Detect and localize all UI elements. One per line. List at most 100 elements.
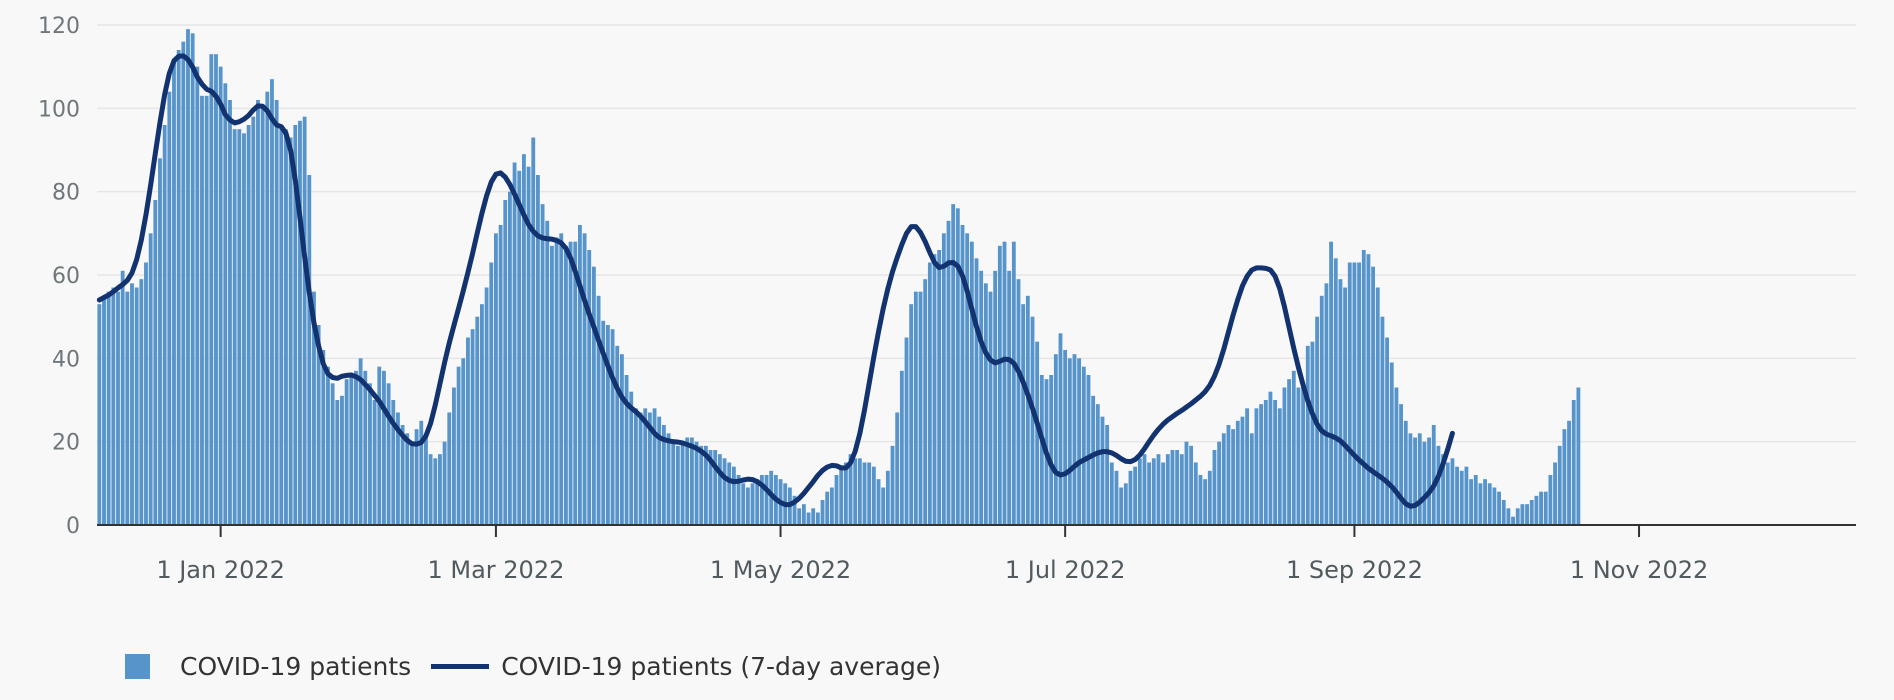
bar-289: [1445, 462, 1450, 525]
y-tick-label-40: 40: [52, 347, 80, 372]
bar-270: [1357, 262, 1362, 525]
bar-91: [522, 154, 526, 526]
bar-92: [526, 166, 531, 526]
bar-133: [717, 454, 722, 525]
bar-42: [293, 125, 298, 525]
bar-153: [811, 508, 816, 525]
bar-58: [368, 383, 372, 525]
bar-35: [260, 108, 265, 525]
bar-256: [1291, 370, 1296, 525]
bar-232: [1179, 454, 1184, 525]
bar-174: [909, 304, 914, 525]
bar-109: [605, 325, 610, 525]
bar-7: [130, 283, 134, 525]
bar-1: [102, 295, 106, 525]
bar-20: [190, 33, 195, 525]
bar-93: [531, 137, 536, 525]
bar-73: [438, 454, 442, 525]
bar-220: [1123, 483, 1128, 525]
bar-239: [1212, 450, 1217, 525]
bar-284: [1422, 441, 1427, 525]
bar-88: [508, 191, 512, 526]
bar-185: [960, 225, 965, 525]
bar-5: [120, 270, 125, 525]
legend-item-patients: COVID-19 patients: [125, 652, 411, 681]
bar-121: [661, 425, 666, 525]
bar-294: [1469, 479, 1473, 525]
y-tick-label-0: 0: [66, 514, 80, 539]
bar-95: [540, 204, 545, 526]
bar-178: [927, 262, 932, 525]
bar-230: [1170, 450, 1175, 525]
bar-156: [825, 491, 830, 525]
bar-311: [1548, 475, 1553, 525]
bar-305: [1520, 504, 1525, 525]
bar-263: [1324, 283, 1329, 525]
bar-74: [442, 441, 447, 525]
bar-304: [1515, 508, 1520, 525]
chart-svg: 0 20 40 60 80 100 120 1 Jan 2022 1 Mar 2022 1 Ma…: [38, 14, 1856, 584]
bar-179: [932, 254, 937, 526]
bar-3: [111, 287, 116, 525]
bar-210: [1077, 358, 1082, 525]
bar-177: [923, 279, 928, 525]
bar-307: [1529, 500, 1534, 525]
bar-301: [1501, 500, 1506, 525]
bar-173: [904, 337, 909, 525]
bar-125: [680, 441, 685, 525]
bar-248: [1254, 408, 1259, 525]
bar-15: [167, 91, 172, 526]
bar-246: [1245, 408, 1250, 525]
bar-186: [965, 233, 970, 525]
x-tick-label-0: 1 Jan 2022: [156, 556, 285, 584]
bar-183: [951, 204, 956, 526]
bar-101: [568, 241, 573, 526]
bar-139: [745, 487, 750, 525]
bar-45: [307, 175, 312, 525]
bar-52: [340, 395, 344, 525]
bar-234: [1189, 445, 1194, 525]
legend-bar-swatch: [125, 654, 150, 679]
bar-105: [587, 250, 592, 525]
bar-245: [1240, 416, 1245, 525]
bar-302: [1506, 508, 1511, 525]
bar-70: [424, 437, 428, 525]
bar-181: [941, 233, 946, 525]
bar-213: [1091, 395, 1096, 525]
bar-260: [1310, 341, 1315, 525]
y-tick-label-20: 20: [52, 431, 80, 456]
bar-140: [750, 483, 755, 525]
bar-198: [1021, 304, 1026, 525]
bar-188: [974, 258, 979, 525]
bar-180: [937, 250, 942, 525]
bar-204: [1049, 375, 1054, 525]
bar-295: [1473, 475, 1478, 525]
bar-22: [200, 95, 204, 525]
bar-162: [853, 458, 858, 525]
bar-285: [1427, 437, 1431, 525]
bar-296: [1478, 483, 1483, 525]
bar-119: [652, 408, 657, 525]
bar-76: [452, 387, 456, 525]
bar-278: [1394, 387, 1399, 525]
bar-111: [615, 345, 620, 525]
bar-83: [484, 287, 489, 525]
bar-292: [1459, 470, 1464, 525]
bar-281: [1408, 433, 1413, 525]
bar-77: [456, 366, 461, 525]
bar-160: [843, 462, 848, 525]
bar-12: [153, 200, 158, 525]
bar-167: [876, 479, 881, 525]
bar-61: [382, 370, 386, 525]
bar-254: [1282, 387, 1287, 525]
bar-300: [1497, 491, 1501, 525]
bar-211: [1081, 366, 1086, 525]
bar-197: [1016, 279, 1021, 525]
bar-226: [1151, 458, 1156, 525]
bar-138: [741, 483, 746, 525]
bar-196: [1011, 241, 1016, 526]
bar-69: [419, 420, 424, 525]
bar-273: [1371, 266, 1376, 525]
bar-108: [601, 320, 606, 525]
